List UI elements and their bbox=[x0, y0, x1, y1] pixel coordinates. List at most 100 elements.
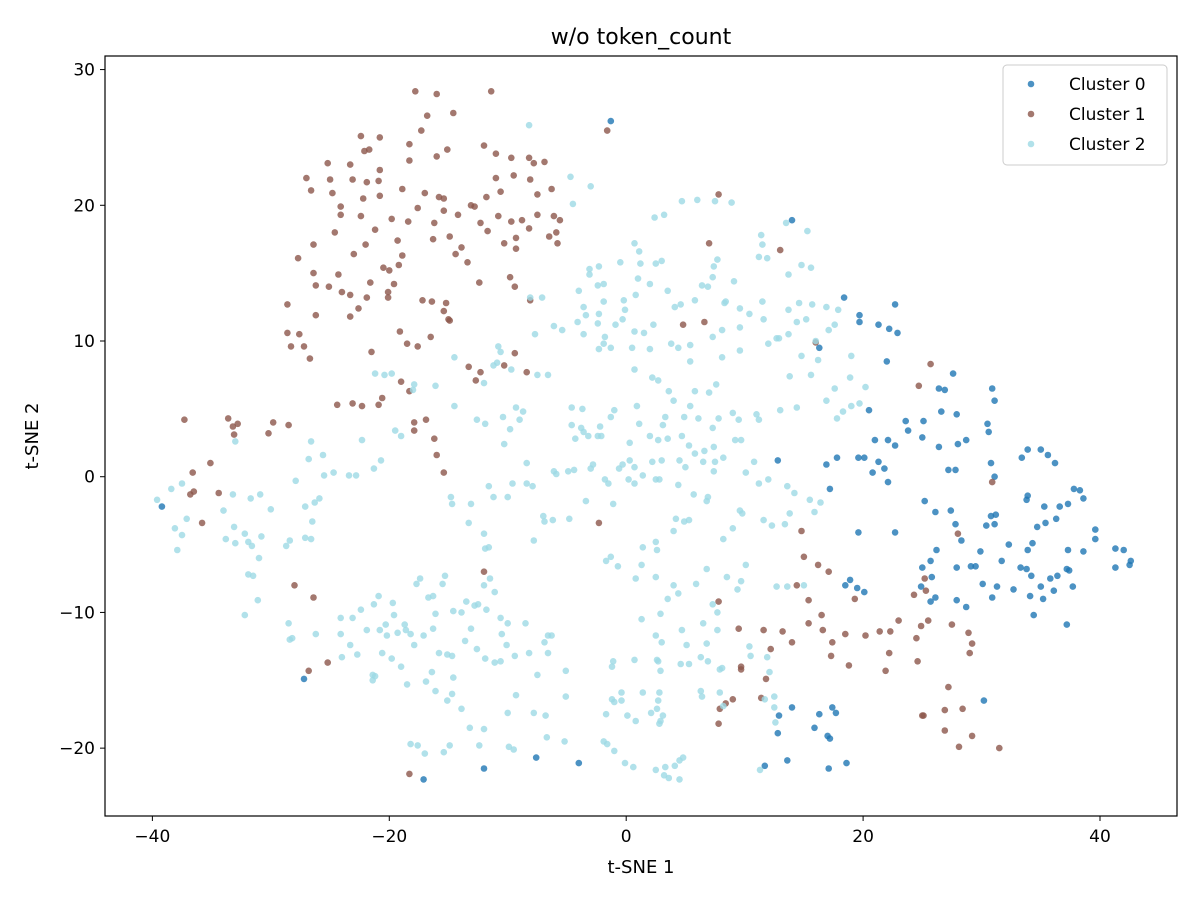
point-cluster-2 bbox=[646, 280, 654, 288]
point-cluster-0 bbox=[962, 436, 970, 444]
point-cluster-1 bbox=[404, 218, 412, 225]
point-cluster-1 bbox=[500, 240, 508, 247]
point-cluster-0 bbox=[1069, 583, 1077, 590]
point-cluster-1 bbox=[526, 176, 534, 183]
point-cluster-0 bbox=[861, 588, 868, 596]
point-cluster-2 bbox=[637, 260, 644, 267]
point-cluster-2 bbox=[258, 533, 265, 540]
point-cluster-2 bbox=[230, 523, 238, 531]
point-cluster-1 bbox=[189, 469, 196, 476]
point-cluster-2 bbox=[432, 687, 439, 695]
point-cluster-1 bbox=[234, 420, 241, 428]
point-cluster-2 bbox=[572, 435, 579, 443]
point-cluster-0 bbox=[927, 557, 934, 565]
point-cluster-0 bbox=[958, 537, 965, 544]
point-cluster-1 bbox=[762, 675, 770, 683]
point-cluster-0 bbox=[1126, 561, 1133, 569]
point-cluster-2 bbox=[714, 256, 721, 263]
point-cluster-1 bbox=[423, 112, 431, 119]
point-cluster-1 bbox=[396, 328, 404, 335]
point-cluster-2 bbox=[600, 298, 607, 305]
point-cluster-2 bbox=[716, 689, 724, 696]
point-cluster-1 bbox=[378, 394, 386, 402]
point-cluster-2 bbox=[450, 607, 457, 615]
point-cluster-2 bbox=[600, 738, 607, 745]
point-cluster-1 bbox=[827, 652, 835, 660]
point-cluster-2 bbox=[862, 383, 869, 391]
point-cluster-2 bbox=[621, 306, 629, 314]
point-cluster-1 bbox=[399, 185, 406, 193]
x-tick-label: −40 bbox=[134, 827, 170, 847]
point-cluster-0 bbox=[761, 762, 769, 770]
point-cluster-2 bbox=[516, 416, 523, 424]
point-cluster-0 bbox=[947, 507, 955, 514]
point-cluster-1 bbox=[329, 189, 336, 197]
point-cluster-0 bbox=[1050, 587, 1058, 594]
point-cluster-2 bbox=[446, 742, 454, 749]
point-cluster-2 bbox=[631, 463, 638, 471]
point-cluster-2 bbox=[632, 717, 639, 725]
point-cluster-1 bbox=[556, 216, 564, 224]
points-layer bbox=[153, 88, 1135, 783]
plot-border bbox=[104, 55, 1178, 817]
point-cluster-2 bbox=[497, 658, 504, 665]
point-cluster-2 bbox=[540, 512, 547, 520]
point-cluster-1 bbox=[284, 301, 291, 308]
point-cluster-0 bbox=[953, 596, 960, 604]
point-cluster-0 bbox=[1112, 545, 1119, 552]
point-cluster-2 bbox=[491, 659, 499, 666]
point-cluster-2 bbox=[831, 385, 838, 392]
y-tick-label: 0 bbox=[84, 468, 95, 488]
point-cluster-2 bbox=[345, 472, 353, 479]
point-cluster-2 bbox=[722, 298, 729, 305]
point-cluster-2 bbox=[631, 480, 638, 487]
point-cluster-2 bbox=[761, 696, 769, 703]
x-axis-title: t-SNE 1 bbox=[608, 857, 675, 878]
point-cluster-2 bbox=[567, 173, 574, 181]
point-cluster-2 bbox=[358, 436, 366, 444]
point-cluster-1 bbox=[842, 630, 849, 638]
point-cluster-1 bbox=[800, 553, 808, 561]
point-cluster-0 bbox=[991, 520, 998, 528]
point-cluster-2 bbox=[474, 601, 482, 608]
point-cluster-2 bbox=[311, 499, 319, 506]
point-cluster-1 bbox=[492, 150, 500, 157]
point-cluster-2 bbox=[444, 697, 451, 704]
point-cluster-2 bbox=[594, 432, 602, 440]
point-cluster-1 bbox=[798, 527, 805, 535]
point-cluster-2 bbox=[480, 725, 488, 733]
point-cluster-1 bbox=[845, 662, 853, 669]
point-cluster-1 bbox=[715, 598, 722, 605]
point-cluster-2 bbox=[628, 344, 636, 352]
point-cluster-2 bbox=[292, 477, 300, 485]
point-cluster-2 bbox=[677, 660, 684, 668]
point-cluster-2 bbox=[467, 625, 475, 632]
point-cluster-0 bbox=[977, 548, 984, 555]
point-cluster-1 bbox=[530, 159, 538, 167]
point-cluster-1 bbox=[190, 488, 198, 495]
point-cluster-2 bbox=[595, 310, 603, 318]
point-cluster-0 bbox=[991, 473, 998, 481]
point-cluster-0 bbox=[953, 564, 960, 571]
point-cluster-1 bbox=[368, 348, 375, 356]
point-cluster-2 bbox=[481, 655, 489, 662]
point-cluster-2 bbox=[635, 248, 643, 255]
point-cluster-1 bbox=[367, 279, 374, 286]
point-cluster-2 bbox=[675, 590, 682, 597]
point-cluster-2 bbox=[602, 557, 610, 565]
point-cluster-1 bbox=[701, 318, 708, 326]
point-cluster-0 bbox=[869, 469, 876, 476]
point-cluster-0 bbox=[1047, 575, 1054, 582]
point-cluster-2 bbox=[714, 626, 721, 634]
point-cluster-2 bbox=[630, 763, 637, 771]
point-cluster-2 bbox=[649, 458, 656, 466]
point-cluster-2 bbox=[709, 273, 716, 281]
point-cluster-2 bbox=[618, 697, 625, 704]
point-cluster-0 bbox=[532, 754, 540, 761]
point-cluster-2 bbox=[664, 287, 671, 295]
point-cluster-2 bbox=[675, 344, 682, 352]
point-cluster-1 bbox=[230, 431, 238, 438]
point-cluster-2 bbox=[594, 320, 602, 327]
point-cluster-0 bbox=[1017, 564, 1024, 571]
point-cluster-2 bbox=[654, 436, 662, 444]
